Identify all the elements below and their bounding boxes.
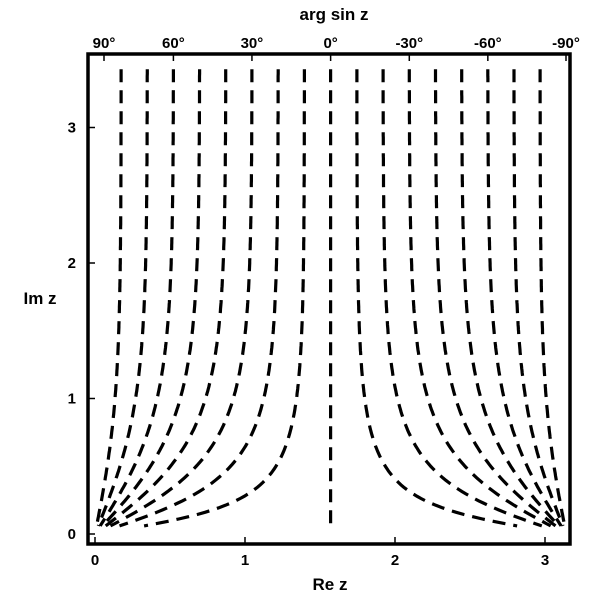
y-tick-label-3: 3 [68, 120, 76, 137]
contour-line-40 [104, 69, 228, 528]
contour-line--80 [538, 69, 567, 527]
contour-line--10 [355, 69, 518, 528]
top-tick-label--90: -90° [552, 35, 580, 52]
contour-line--40 [433, 69, 557, 528]
contour-line--70 [512, 69, 565, 527]
contour-line-10 [143, 69, 306, 528]
top-tick-label--30: -30° [395, 35, 423, 52]
contour-line-50 [101, 69, 202, 527]
contour-line-70 [96, 69, 149, 527]
contour-line--30 [407, 69, 552, 528]
x-tick-label-3: 3 [541, 552, 549, 569]
contour-line-60 [98, 69, 175, 527]
top-tick-label-60: 60° [162, 35, 185, 52]
tick-marks [88, 54, 567, 544]
y-tick-label-0: 0 [68, 526, 76, 543]
y-tick-label-1: 1 [68, 391, 76, 408]
top-tick-label-0: 0° [323, 35, 337, 52]
contour-line-20 [118, 69, 280, 528]
plot-frame [86, 52, 572, 546]
tick-labels: 0 1 2 3 0 1 2 3 90° 60° 30° 0° -30° -60° -90° [68, 35, 580, 569]
top-tick-label-30: 30° [241, 35, 264, 52]
x-tick-label-2: 2 [391, 552, 399, 569]
contour-line--20 [381, 69, 543, 528]
top-tick-label--60: -60° [474, 35, 502, 52]
y-axis-title: Im z [23, 289, 56, 308]
contour-line-80 [95, 69, 123, 527]
chart-title: arg sin z [300, 5, 369, 24]
contour-lines [95, 69, 567, 528]
y-tick-label-2: 2 [68, 255, 76, 272]
top-tick-label-90: 90° [93, 35, 116, 52]
contour-line--60 [486, 69, 563, 527]
contour-line-30 [109, 69, 254, 528]
x-tick-label-0: 0 [91, 552, 99, 569]
contour-line--50 [460, 69, 560, 527]
x-tick-label-1: 1 [241, 552, 249, 569]
x-axis-title: Re z [313, 575, 348, 594]
